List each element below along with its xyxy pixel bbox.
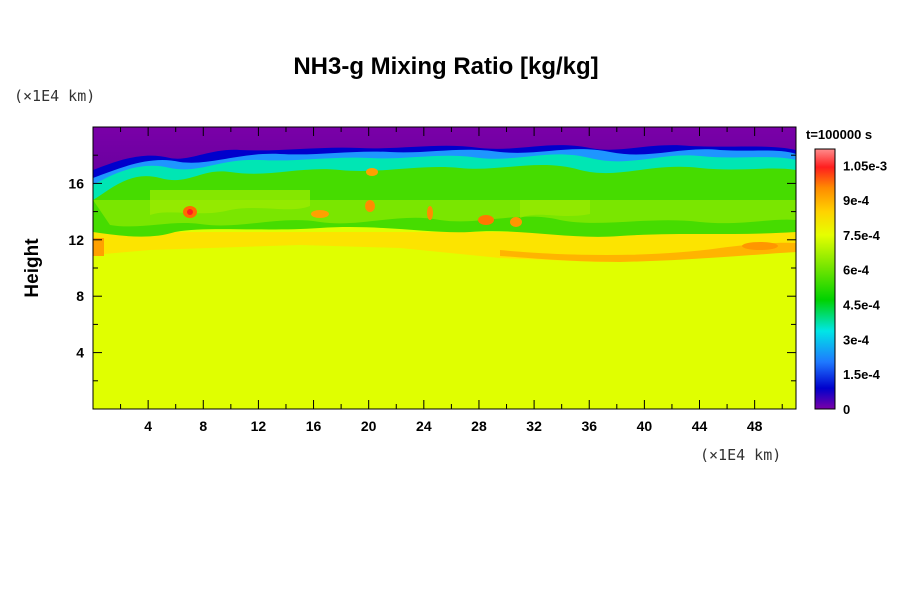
x-tick-label: 4 <box>144 418 152 434</box>
y-tick-label: 4 <box>76 345 84 361</box>
colorbar <box>814 148 836 410</box>
heatmap-field <box>93 127 796 409</box>
colorbar-label: 4.5e-4 <box>843 298 881 313</box>
x-tick-label: 32 <box>526 418 542 434</box>
colorbar-label: 9e-4 <box>843 193 870 208</box>
chart-title: NH3-g Mixing Ratio [kg/kg] <box>293 53 598 80</box>
x-tick-label: 8 <box>199 418 207 434</box>
colorbar-label: 6e-4 <box>843 263 870 278</box>
x-unit-label: (×1E4 km) <box>700 446 781 464</box>
colorbar-label: 1.5e-4 <box>843 367 881 382</box>
y-axis-label: Height <box>22 238 43 298</box>
y-axis-ticks: 4 8 12 16 <box>68 154 796 382</box>
y-unit-label: (×1E4 km) <box>14 87 95 105</box>
x-tick-label: 24 <box>416 418 432 434</box>
colorbar-label: 3e-4 <box>843 332 870 347</box>
x-tick-label: 48 <box>747 418 763 434</box>
time-label: t=100000 s <box>806 127 872 142</box>
x-tick-label: 16 <box>306 418 322 434</box>
x-tick-label: 40 <box>637 418 653 434</box>
y-tick-label: 8 <box>76 288 84 304</box>
colorbar-labels: 1.05e-3 9e-4 7.5e-4 6e-4 4.5e-4 3e-4 1.5e-4 0 <box>843 158 887 417</box>
y-tick-label: 12 <box>68 232 84 248</box>
x-tick-label: 44 <box>692 418 708 434</box>
y-tick-label: 16 <box>68 175 84 191</box>
colorbar-label: 7.5e-4 <box>843 228 881 243</box>
x-tick-label: 28 <box>471 418 487 434</box>
x-tick-label: 36 <box>581 418 597 434</box>
x-tick-label: 20 <box>361 418 377 434</box>
x-tick-label: 12 <box>251 418 267 434</box>
colorbar-label: 0 <box>843 402 850 417</box>
colorbar-label: 1.05e-3 <box>843 158 887 173</box>
x-axis-ticks: 4 8 12 16 20 24 28 32 36 40 44 48 <box>120 127 783 434</box>
